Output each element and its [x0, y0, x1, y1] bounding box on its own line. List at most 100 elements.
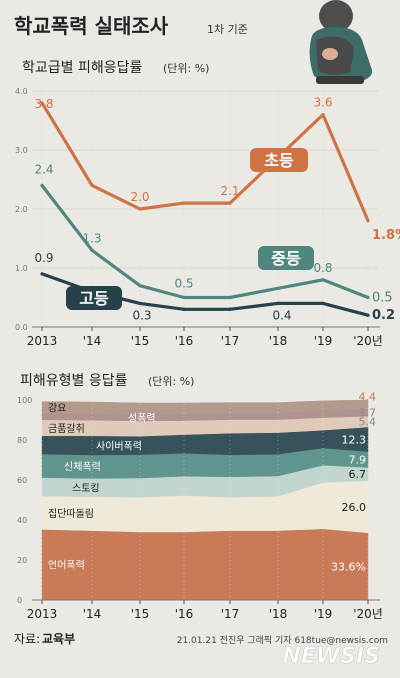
y-tick-label: 0 — [17, 596, 22, 605]
data-point — [40, 101, 44, 105]
area-value-label: 5.4 — [359, 416, 377, 429]
y-tick-label: 4.0 — [15, 87, 28, 96]
area-value-label: 7.9 — [349, 454, 367, 467]
chart2-title: 피해유형별 응답률 — [20, 373, 128, 389]
data-point — [138, 207, 142, 211]
data-point — [40, 183, 44, 187]
series-badge — [258, 246, 314, 270]
source-name: 교육부 — [42, 631, 75, 646]
x-tick-label: '17 — [221, 607, 240, 621]
data-point — [366, 295, 370, 300]
y-tick-label: 80 — [17, 436, 27, 445]
data-label: 2.4 — [34, 162, 53, 176]
area-series-label: 스토킹 — [72, 483, 100, 495]
legend-label: 고등 — [79, 289, 109, 308]
area-series-label: 집단따돌림 — [48, 508, 94, 520]
data-point — [182, 307, 186, 311]
x-tick-label: '16 — [175, 607, 194, 621]
data-point — [182, 201, 186, 205]
source-label: 자료: — [14, 632, 40, 646]
data-point — [90, 183, 94, 187]
x-tick-label: '18 — [269, 607, 288, 621]
chart2-unit: (단위: %) — [148, 375, 194, 388]
data-label: 2.1 — [220, 184, 239, 198]
series-line-1 — [40, 101, 370, 222]
series-badge — [250, 148, 308, 172]
data-label: 3.6 — [313, 96, 332, 110]
data-label: 3.8 — [34, 97, 53, 111]
data-point — [276, 301, 280, 305]
data-point — [321, 278, 325, 282]
y-tick-label: 60 — [17, 476, 27, 485]
area-value-label: 26.0 — [342, 501, 367, 514]
x-tick-label: '19 — [314, 334, 333, 348]
data-label: 1.3 — [82, 231, 101, 245]
x-tick-label: '14 — [83, 334, 102, 348]
credit-line: 21.01.21 전진우 그래픽 기자 618tue@newsis.com — [177, 635, 388, 646]
area-value-label: 6.7 — [349, 468, 367, 481]
area-series-label: 언어폭력 — [48, 560, 85, 572]
y-tick-label: 20 — [17, 556, 27, 565]
x-tick-label: '19 — [314, 607, 333, 621]
data-point — [182, 295, 186, 300]
newsis-watermark: NEWSIS — [282, 644, 380, 669]
x-tick-label: 2013 — [27, 607, 58, 621]
x-tick-label: 2013 — [27, 334, 58, 348]
y-tick-label: 100 — [17, 396, 32, 405]
y-tick-label: 3.0 — [15, 146, 28, 155]
x-tick-label: '17 — [221, 334, 240, 348]
data-point — [40, 272, 44, 276]
area-series-label: 성폭력 — [128, 413, 156, 425]
area-value-label: 3.7 — [359, 407, 377, 420]
area-value-label: 33.6% — [331, 560, 366, 573]
area-series-label: 금품갈취 — [48, 422, 85, 435]
data-label: 0.4 — [272, 308, 291, 322]
sad-student-illustration — [309, 0, 373, 84]
x-tick-label: '15 — [131, 607, 150, 621]
data-point — [366, 219, 370, 223]
series-badge — [66, 286, 122, 310]
area-band-1 — [41, 528, 369, 601]
data-point — [228, 307, 232, 311]
y-tick-label: 0.0 — [15, 323, 28, 332]
data-point — [228, 201, 232, 205]
x-tick-label: '16 — [175, 334, 194, 348]
area-series-label: 신체폭력 — [64, 461, 101, 473]
data-label: 0.5 — [174, 277, 193, 291]
data-point — [321, 301, 325, 305]
data-label: 0.9 — [34, 251, 53, 265]
data-label: 0.5 — [372, 291, 393, 306]
data-label: 2.0 — [130, 190, 149, 204]
data-label: 0.3 — [132, 308, 151, 322]
page-subtitle: 1차 기준 — [207, 23, 248, 36]
data-label: 0.8 — [313, 261, 332, 275]
data-point — [138, 284, 142, 288]
data-label: 1.8% — [372, 228, 400, 243]
data-point — [366, 313, 370, 317]
data-point — [90, 248, 94, 252]
chart1-unit: (단위: %) — [163, 62, 209, 75]
legend-label: 중등 — [271, 249, 301, 268]
area-chart: 100 80 60 40 20 0 2013 '14 '15 '16 '17 '18 '19 '20년 언어… — [17, 390, 383, 621]
area-series-label: 강요 — [48, 402, 66, 414]
chart1-title: 학교급별 피해응답률 — [22, 60, 142, 76]
legend-label: 초등 — [264, 151, 294, 170]
x-tick-label: '18 — [269, 334, 288, 348]
area-value-label: 12.3 — [342, 433, 367, 446]
data-point — [138, 301, 142, 305]
x-tick-label: '20년 — [353, 607, 383, 621]
line-chart: 4.0 3.0 2.0 1.0 0.0 2013 '14 '15 '16 '17 '18 '19 '20… — [15, 87, 400, 348]
data-point — [321, 113, 325, 117]
area-value-label: 4.4 — [359, 390, 377, 403]
y-tick-label: 1.0 — [15, 264, 28, 273]
y-tick-label: 40 — [17, 516, 27, 525]
page-title: 학교폭력 실태조사 — [14, 14, 169, 38]
x-tick-label: '20년 — [353, 334, 383, 348]
x-tick-label: '14 — [83, 607, 102, 621]
x-tick-label: '15 — [131, 334, 150, 348]
area-series-label: 사이버폭력 — [96, 440, 142, 452]
y-tick-label: 2.0 — [15, 205, 28, 214]
data-label: 0.2 — [372, 308, 395, 323]
